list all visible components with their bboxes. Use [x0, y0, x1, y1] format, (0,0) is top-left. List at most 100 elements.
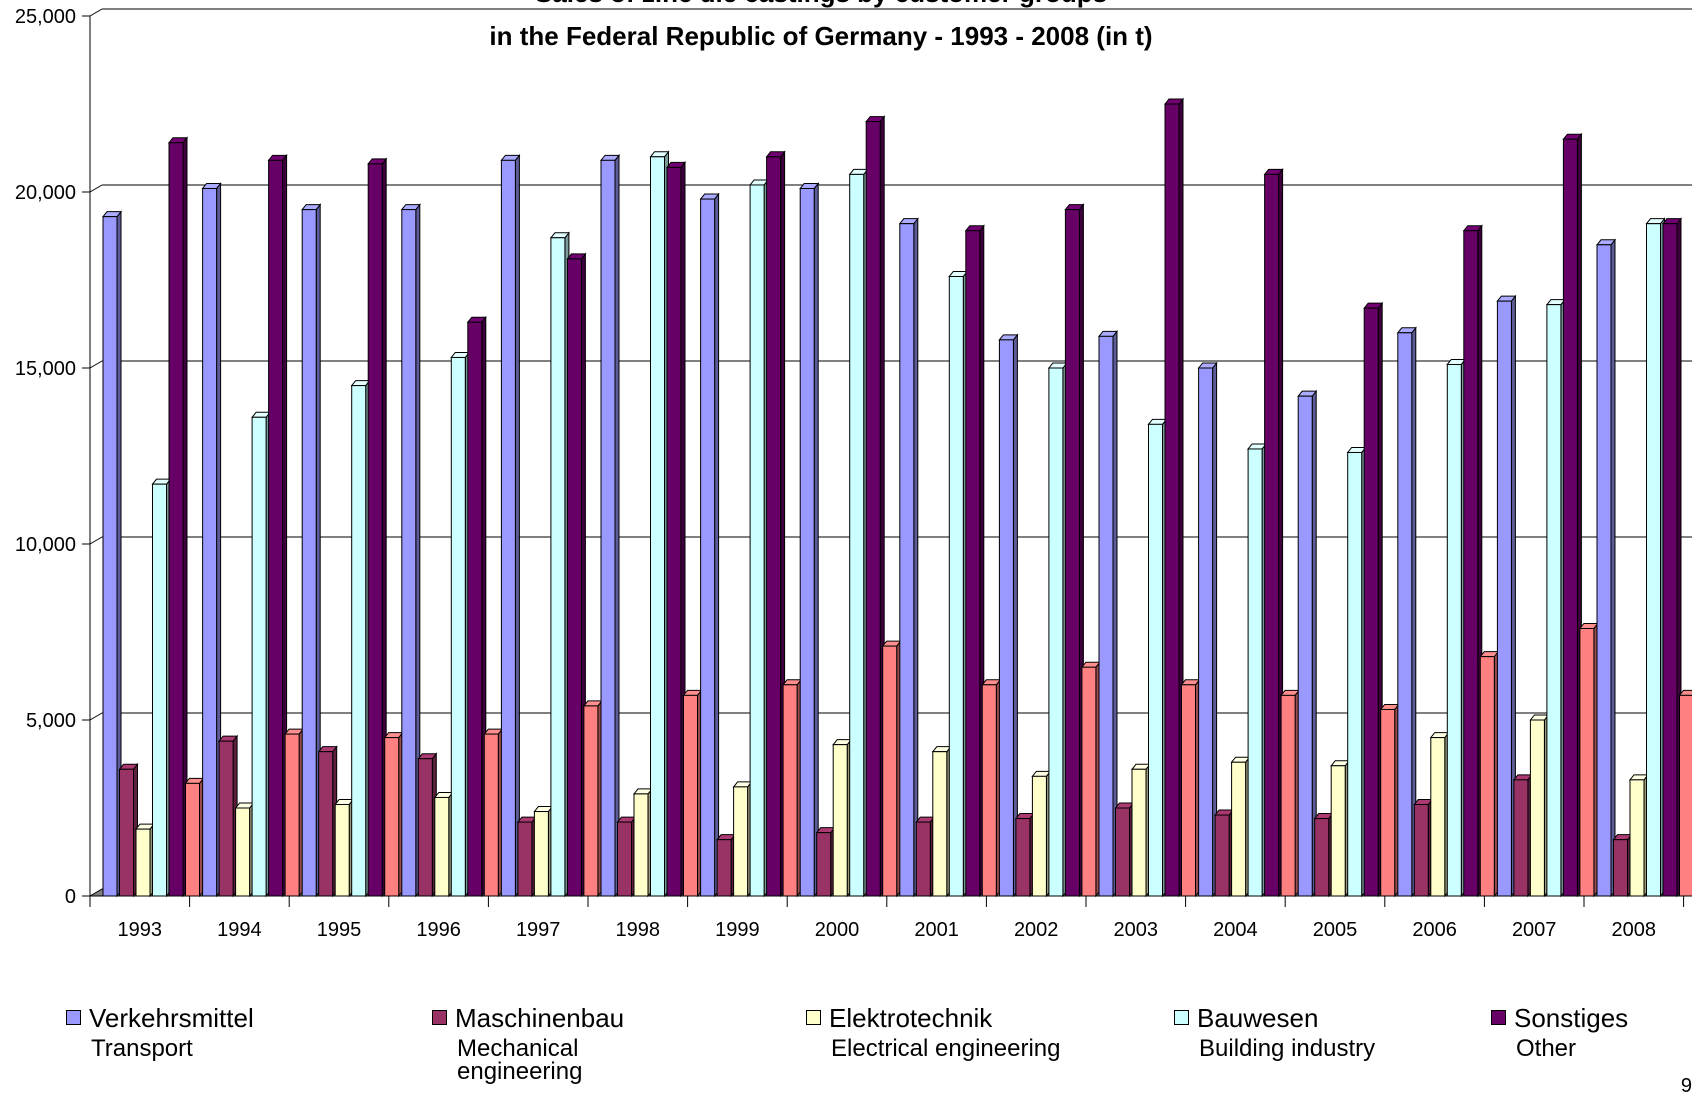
gridline-side: [90, 713, 102, 720]
bar: [1381, 704, 1399, 896]
chart-title: Sales of zinc die castings by customer g…: [489, 0, 1152, 51]
bar: [651, 152, 669, 896]
bar: [601, 155, 619, 896]
bar: [900, 219, 918, 896]
y-tick-label: 20,000: [15, 182, 76, 204]
bar: [1315, 814, 1333, 896]
bar: [1348, 447, 1366, 896]
bar: [634, 789, 652, 896]
legend-swatch: [432, 1010, 447, 1025]
bar: [120, 764, 138, 896]
bar: [1065, 205, 1083, 896]
bar: [933, 747, 951, 896]
bar: [186, 778, 204, 896]
legend-label-english: Other: [1516, 1037, 1576, 1060]
bar: [1016, 814, 1034, 896]
legend-label: Verkehrsmittel: [89, 1003, 254, 1034]
bar: [1182, 680, 1200, 896]
bar: [1663, 219, 1681, 896]
bar: [701, 194, 719, 896]
x-tick-label: 1993: [118, 919, 163, 941]
bar: [1431, 733, 1449, 896]
bar: [1647, 219, 1665, 896]
bar: [1265, 169, 1283, 896]
x-tick-label: 1998: [616, 919, 661, 941]
bar: [584, 701, 602, 896]
x-tick-label: 1994: [217, 919, 262, 941]
bar: [1414, 799, 1432, 896]
y-tick-label: 0: [65, 886, 76, 908]
bar: [1199, 363, 1217, 896]
y-tick-label: 15,000: [15, 358, 76, 380]
bar: [385, 733, 403, 896]
bar: [534, 807, 552, 896]
bar: [1099, 331, 1117, 896]
bar: [883, 641, 901, 896]
legend-label-english: Mechanical engineering: [457, 1037, 617, 1083]
bar: [435, 792, 453, 896]
bar: [153, 479, 171, 896]
legend-swatch: [1491, 1010, 1506, 1025]
bar: [319, 747, 337, 896]
x-tick-label: 2008: [1612, 919, 1657, 941]
bar: [1580, 623, 1598, 896]
bar: [219, 736, 237, 896]
bar: [1116, 803, 1134, 896]
legend-label: Sonstiges: [1514, 1003, 1628, 1034]
bar: [1082, 662, 1100, 896]
bar: [949, 271, 967, 896]
bar: [850, 169, 868, 896]
chart-title-line-1: Sales of zinc die castings by customer g…: [535, 0, 1107, 8]
legend-label-english: Electrical engineering: [831, 1037, 1060, 1060]
bar: [833, 740, 851, 896]
bar: [1364, 303, 1382, 896]
bar: [1447, 359, 1465, 896]
bar: [866, 117, 884, 896]
legend-label: Elektrotechnik: [829, 1003, 992, 1034]
bar: [1630, 775, 1648, 896]
legend-label: Maschinenbau: [455, 1003, 624, 1034]
bar: [1132, 764, 1150, 896]
bar: [1398, 328, 1416, 896]
bar: [1547, 300, 1565, 896]
legend-label-english: Transport: [91, 1037, 193, 1060]
bar: [1149, 419, 1167, 896]
gridline-side: [90, 361, 102, 368]
bar: [501, 155, 519, 896]
bar: [734, 782, 752, 896]
legend-label: Bauwesen: [1197, 1003, 1318, 1034]
x-tick-label: 1995: [317, 919, 362, 941]
bar: [352, 381, 370, 896]
bar: [982, 680, 1000, 896]
bar: [335, 799, 353, 896]
x-tick-label: 2006: [1412, 919, 1457, 941]
gridline-side: [90, 185, 102, 192]
bar: [717, 835, 735, 896]
bar: [684, 690, 702, 896]
bar: [667, 162, 685, 896]
bar: [1032, 771, 1050, 896]
bar: [1514, 775, 1532, 896]
y-tick-label: 25,000: [15, 6, 76, 28]
gridline-side: [90, 537, 102, 544]
legend-swatch: [1174, 1010, 1189, 1025]
bar: [103, 212, 121, 896]
x-tick-label: 1999: [715, 919, 760, 941]
bar: [800, 183, 818, 896]
bar: [368, 159, 386, 896]
legend-swatch: [66, 1010, 81, 1025]
bar: [169, 138, 187, 896]
bar: [136, 824, 154, 896]
bar: [1331, 761, 1349, 896]
x-tick-label: 2007: [1512, 919, 1557, 941]
bar: [518, 817, 536, 896]
y-tick-label: 10,000: [15, 534, 76, 556]
x-tick-label: 1997: [516, 919, 561, 941]
legend-swatch: [806, 1010, 821, 1025]
page-number: 9: [1681, 1075, 1692, 1098]
x-tick-label: 2004: [1213, 919, 1258, 941]
bar: [567, 254, 585, 896]
legend-label-english: Building industry: [1199, 1037, 1375, 1060]
